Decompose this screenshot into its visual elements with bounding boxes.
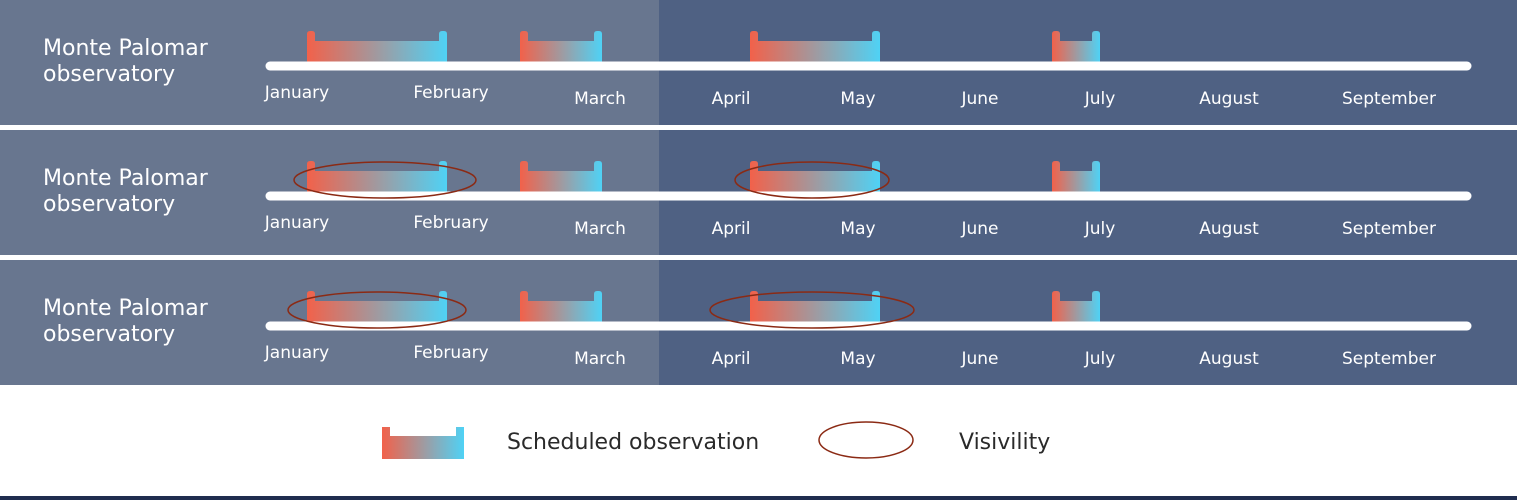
observatory-row: Monte Palomar observatory January Februar… bbox=[0, 0, 1517, 125]
scheduled-observation-bar bbox=[1052, 161, 1100, 192]
observatory-label: Monte Palomar observatory bbox=[43, 296, 208, 347]
month-label: August bbox=[1199, 219, 1259, 239]
observatory-label: Monte Palomar observatory bbox=[43, 166, 208, 217]
month-label: March bbox=[574, 89, 626, 109]
scheduled-observation-bar bbox=[750, 161, 880, 192]
month-label: May bbox=[840, 89, 875, 109]
month-label: June bbox=[960, 219, 998, 239]
month-label: June bbox=[960, 349, 998, 369]
timeline: January February March April May June July Augu… bbox=[264, 291, 1472, 369]
scheduled-observation-bar bbox=[307, 291, 447, 322]
month-label: July bbox=[1084, 219, 1116, 239]
scheduled-observation-bar bbox=[750, 291, 880, 322]
visibility-swatch bbox=[818, 421, 914, 459]
scheduled-observation-bar bbox=[307, 161, 447, 192]
scheduled-observation-bar bbox=[307, 31, 447, 62]
timeline: January February March April May June July Augu… bbox=[264, 31, 1472, 109]
month-label: February bbox=[413, 343, 488, 363]
visibility-window bbox=[293, 161, 477, 199]
scheduled-observation-label: Scheduled observation bbox=[507, 430, 760, 455]
visibility-window bbox=[709, 291, 915, 329]
timeline: January February March April May June July Augu… bbox=[264, 161, 1472, 239]
scheduled-observation-bar bbox=[750, 31, 880, 62]
month-label: January bbox=[264, 343, 329, 363]
scheduled-observation-swatch bbox=[382, 427, 464, 459]
month-label: July bbox=[1084, 349, 1116, 369]
month-label: August bbox=[1199, 89, 1259, 109]
month-label: April bbox=[712, 219, 751, 239]
month-label: June bbox=[960, 89, 998, 109]
legend: Scheduled observation Visivility bbox=[0, 385, 1517, 496]
month-label: January bbox=[264, 83, 329, 103]
visibility-window bbox=[287, 291, 467, 329]
bottom-rule bbox=[0, 496, 1517, 500]
observatory-row: Monte Palomar observatory January Februar… bbox=[0, 130, 1517, 255]
observatory-row: Monte Palomar observatory January Februar… bbox=[0, 260, 1517, 385]
visibility-label: Visivility bbox=[959, 430, 1051, 455]
month-label: April bbox=[712, 89, 751, 109]
month-label: August bbox=[1199, 349, 1259, 369]
scheduled-observation-bar bbox=[520, 31, 602, 62]
visibility-window bbox=[734, 161, 890, 199]
month-label: September bbox=[1342, 89, 1436, 109]
scheduled-observation-bar bbox=[1052, 31, 1100, 62]
month-label: September bbox=[1342, 349, 1436, 369]
month-label: February bbox=[413, 213, 488, 233]
month-label: May bbox=[840, 219, 875, 239]
scheduled-observation-bar bbox=[520, 291, 602, 322]
month-label: May bbox=[840, 349, 875, 369]
month-label: February bbox=[413, 83, 488, 103]
month-label: July bbox=[1084, 89, 1116, 109]
scheduled-observation-bar bbox=[520, 161, 602, 192]
observatory-label: Monte Palomar observatory bbox=[43, 36, 208, 87]
month-label: September bbox=[1342, 219, 1436, 239]
scheduled-observation-bar bbox=[1052, 291, 1100, 322]
month-label: April bbox=[712, 349, 751, 369]
observatory-panels: Monte Palomar observatory January Februar… bbox=[0, 0, 1517, 385]
month-label: March bbox=[574, 349, 626, 369]
month-label: March bbox=[574, 219, 626, 239]
month-label: January bbox=[264, 213, 329, 233]
